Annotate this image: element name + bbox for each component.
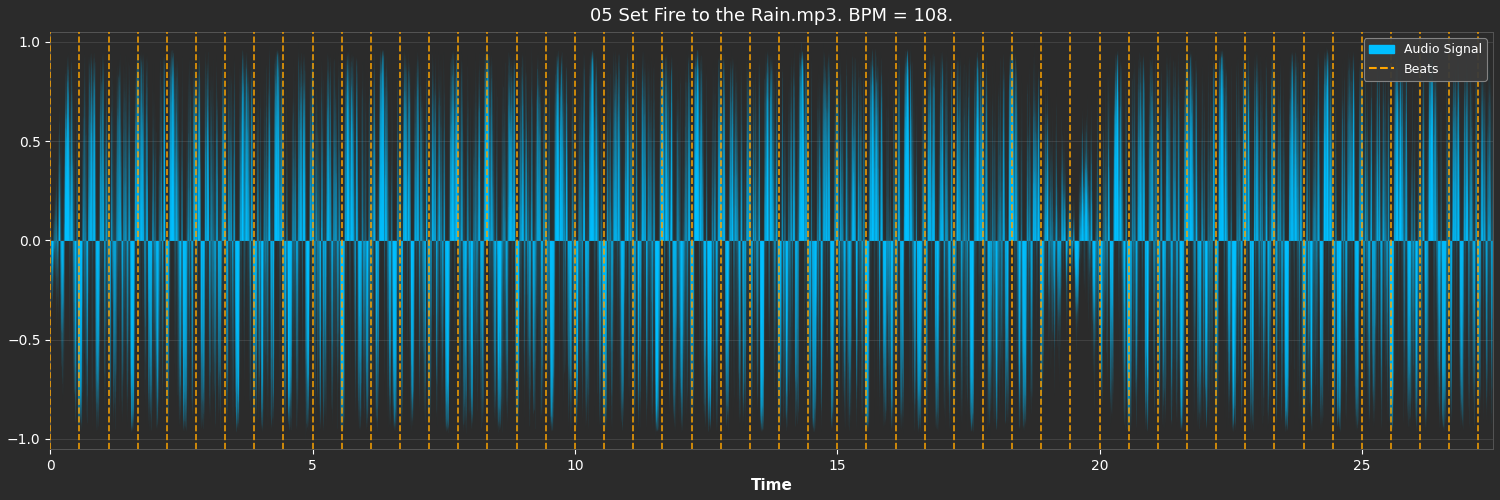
X-axis label: Time: Time (750, 478, 792, 493)
Title: 05 Set Fire to the Rain.mp3. BPM = 108.: 05 Set Fire to the Rain.mp3. BPM = 108. (590, 7, 954, 25)
Legend: Audio Signal, Beats: Audio Signal, Beats (1364, 38, 1486, 80)
